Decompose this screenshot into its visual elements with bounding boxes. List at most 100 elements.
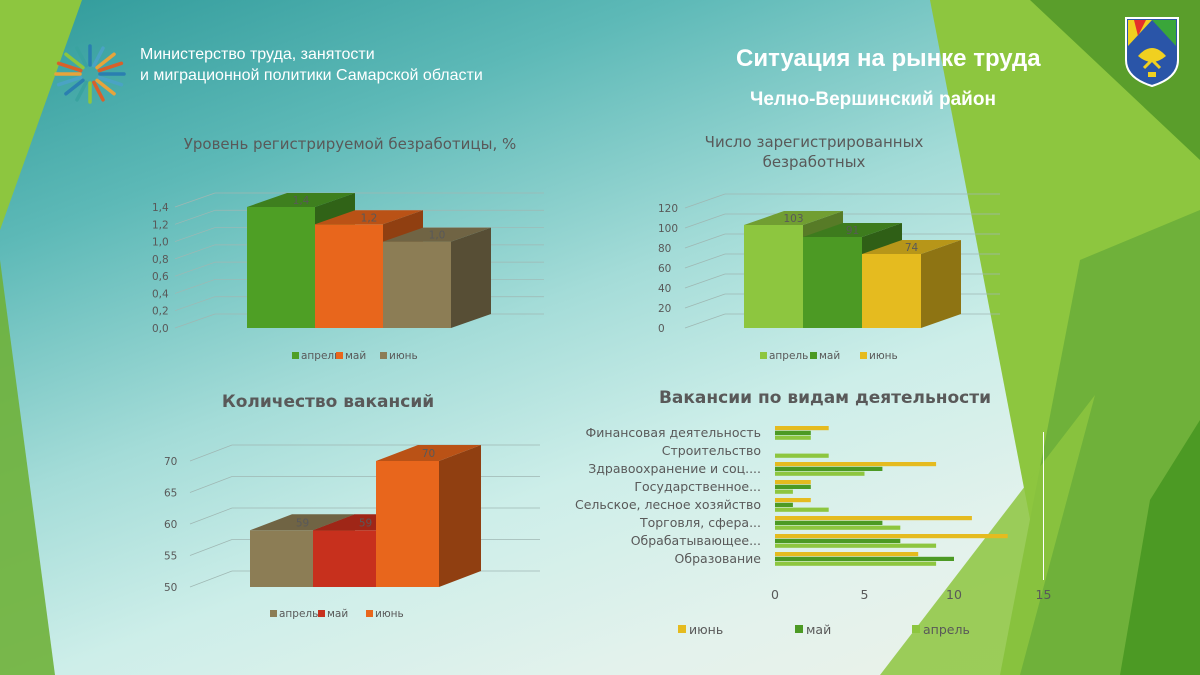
y-tick-label: 1,4 bbox=[152, 202, 169, 214]
y-axis-ticks: 0,0 0,2 0,4 0,6 0,8 1,0 1,2 1,4 bbox=[152, 202, 169, 335]
data-label: 103 bbox=[783, 213, 803, 225]
y-axis-ticks: 0 20 40 60 80 100 120 bbox=[658, 203, 678, 335]
y-tick-label: 50 bbox=[164, 582, 177, 594]
y-tick-label: 60 bbox=[164, 519, 177, 531]
bar-май bbox=[775, 520, 883, 525]
legend-label: апрель bbox=[279, 608, 318, 620]
category-label: Сельское, лесное хозяйство bbox=[575, 497, 761, 512]
vacancies-by-activity-chart: Вакансии по видам деятельности Финансова… bbox=[575, 388, 1051, 637]
legend-label: май bbox=[345, 350, 366, 362]
legend-swatch bbox=[912, 625, 920, 633]
bar-top bbox=[744, 211, 843, 225]
vacancies-count-chart: Количество вакансий 50 55 60 65 70 59 59 70 ап… bbox=[164, 392, 540, 620]
bar-май bbox=[803, 237, 862, 328]
legend-label: апрель bbox=[301, 350, 340, 362]
category-label: Государственное... bbox=[634, 479, 761, 494]
x-tick-label: 0 bbox=[771, 587, 779, 602]
bar-июнь bbox=[775, 426, 829, 431]
y-tick-label: 40 bbox=[658, 283, 671, 295]
bar-top bbox=[250, 514, 355, 531]
legend-label: июнь bbox=[689, 622, 723, 637]
legend-swatch bbox=[795, 625, 803, 633]
bar-апрель bbox=[247, 207, 315, 328]
bar-май bbox=[313, 530, 376, 587]
legend-swatch bbox=[860, 352, 867, 359]
y-tick-label: 120 bbox=[658, 203, 678, 215]
bar-top bbox=[247, 193, 355, 207]
bar-май bbox=[775, 502, 793, 507]
data-label: 1,2 bbox=[361, 212, 378, 224]
legend-label: июнь bbox=[869, 350, 898, 362]
y-tick-label: 70 bbox=[164, 456, 177, 468]
page-subtitle: Челно-Вершинский район bbox=[750, 89, 996, 110]
y-tick-label: 100 bbox=[658, 223, 678, 235]
bar-июнь bbox=[862, 254, 921, 328]
chart-title-line-2: безработных bbox=[763, 153, 866, 171]
data-label: 70 bbox=[422, 448, 435, 460]
legend-swatch bbox=[810, 352, 817, 359]
data-label: 91 bbox=[846, 225, 859, 237]
category-label: Торговля, сфера... bbox=[639, 515, 761, 530]
y-tick-label: 0 bbox=[658, 323, 665, 335]
bar-апрель bbox=[775, 471, 865, 476]
bars: 1,4 1,2 1,0 bbox=[247, 193, 491, 328]
bar-top bbox=[376, 445, 481, 461]
coat-of-arms-emblem bbox=[1125, 17, 1179, 88]
legend-label: апрель bbox=[769, 350, 808, 362]
category-label: Образование bbox=[675, 551, 762, 566]
bar-апрель bbox=[775, 543, 937, 548]
y-tick-label: 65 bbox=[164, 488, 177, 500]
legend-swatch bbox=[270, 610, 277, 617]
legend-swatch bbox=[760, 352, 767, 359]
registered-unemployed-chart: Число зарегистрированных безработных 0 20… bbox=[658, 133, 1000, 362]
bar-апрель bbox=[775, 525, 901, 530]
legend-swatch bbox=[336, 352, 343, 359]
bar-апрель bbox=[250, 530, 313, 587]
y-tick-label: 0,6 bbox=[152, 271, 169, 283]
bar-апрель bbox=[744, 225, 803, 328]
legend-swatch bbox=[380, 352, 387, 359]
data-label: 74 bbox=[905, 242, 919, 254]
category-label: Обрабатывающее... bbox=[631, 533, 761, 548]
y-tick-label: 20 bbox=[658, 303, 671, 315]
category-label: Здравоохранение и соц.... bbox=[588, 461, 761, 476]
bar-side bbox=[451, 227, 491, 328]
legend-swatch bbox=[292, 352, 299, 359]
y-tick-label: 1,0 bbox=[152, 237, 169, 249]
legend-label: апрель bbox=[923, 622, 970, 637]
category-label: Строительство bbox=[662, 443, 761, 458]
bar-top bbox=[803, 223, 902, 237]
y-tick-label: 1,2 bbox=[152, 219, 169, 231]
ministry-name: Министерство труда, занятости и миграцио… bbox=[140, 44, 483, 86]
y-tick-label: 0,0 bbox=[152, 323, 169, 335]
bar-май bbox=[775, 466, 883, 471]
bar-апрель bbox=[775, 453, 829, 458]
y-tick-label: 0,2 bbox=[152, 306, 169, 318]
category-labels: Финансовая деятельность Строительство Здра… bbox=[575, 425, 761, 566]
y-tick-label: 55 bbox=[164, 551, 177, 563]
legend-label: май bbox=[327, 608, 348, 620]
y-axis-ticks: 50 55 60 65 70 bbox=[164, 456, 177, 594]
data-label: 1,0 bbox=[429, 230, 446, 242]
chart-title-line-1: Число зарегистрированных bbox=[705, 133, 924, 151]
ministry-name-line-2: и миграционной политики Самарской област… bbox=[140, 67, 483, 84]
bars bbox=[775, 426, 1008, 566]
legend-label: июнь bbox=[389, 350, 418, 362]
legend-label: июнь bbox=[375, 608, 404, 620]
unemployment-rate-chart: Уровень регистрируемой безработицы, % 0,… bbox=[152, 135, 544, 362]
y-tick-label: 0,8 bbox=[152, 254, 169, 266]
ministry-name-line-1: Министерство труда, занятости bbox=[140, 46, 375, 63]
data-label: 59 bbox=[359, 517, 372, 529]
x-tick-label: 5 bbox=[861, 587, 869, 602]
bar-июнь bbox=[775, 498, 811, 503]
bar-апрель bbox=[775, 435, 811, 440]
legend-label: май bbox=[806, 622, 831, 637]
legend: апрель май июнь bbox=[760, 350, 898, 362]
bar-top bbox=[315, 210, 423, 225]
y-tick-label: 80 bbox=[658, 243, 671, 255]
bar-апрель bbox=[775, 489, 793, 494]
bars: 59 59 70 bbox=[250, 445, 481, 587]
bars: 103 91 74 bbox=[744, 211, 961, 328]
bar-top bbox=[383, 227, 491, 242]
bar-май bbox=[775, 430, 811, 435]
